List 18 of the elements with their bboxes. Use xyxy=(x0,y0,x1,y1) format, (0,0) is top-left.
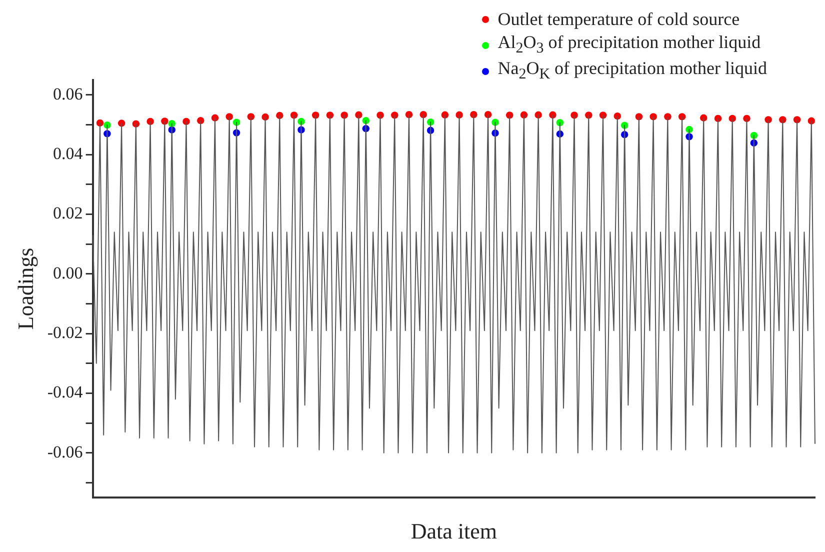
legend-label: Na$_{2}$O$_{K}$ of precipitation mother liquid xyxy=(498,58,767,84)
x-axis-title: Data item xyxy=(410,518,497,544)
point xyxy=(290,112,298,119)
legend-label: Outlet temperature of cold source xyxy=(498,8,740,30)
point xyxy=(678,113,686,120)
point xyxy=(298,118,305,126)
y-tick-label: -0.02 xyxy=(47,323,83,342)
y-tick-label: 0.02 xyxy=(53,204,83,223)
y-tick-label: -0.06 xyxy=(47,442,83,462)
y-tick-label: -0.04 xyxy=(47,382,84,402)
point xyxy=(506,112,514,119)
point xyxy=(326,112,334,119)
y-tick-label: 0.06 xyxy=(53,84,83,104)
y-tick-label: 0.00 xyxy=(53,263,83,282)
y-axis-title: Loadings xyxy=(12,248,38,330)
legend-label: Al$_{2}$O$_{3}$ of precipitation mother liquid xyxy=(498,32,761,58)
y-tick-label: 0.04 xyxy=(53,144,84,164)
point xyxy=(312,112,320,119)
